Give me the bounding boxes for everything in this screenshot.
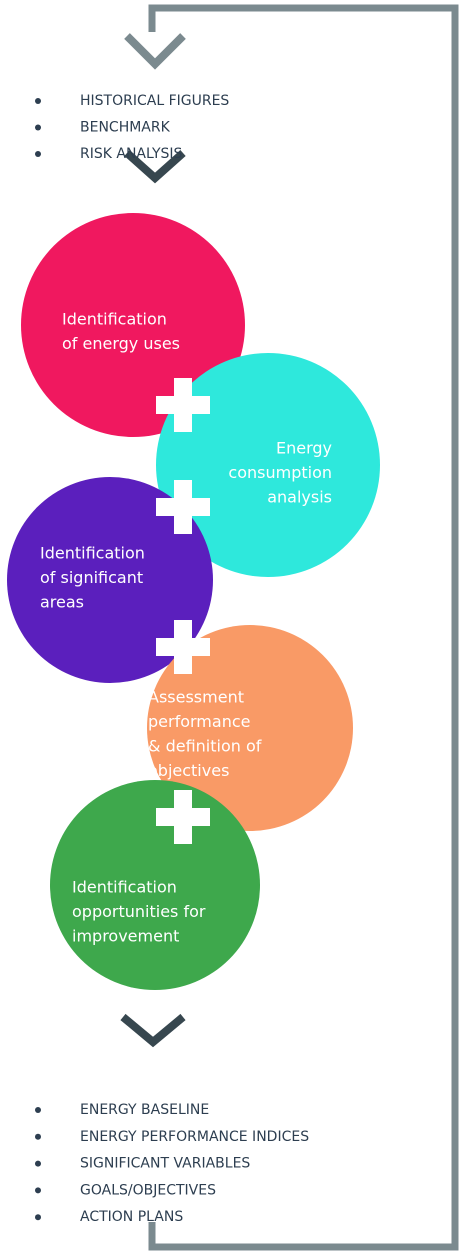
node-label: of significant xyxy=(40,568,143,587)
bullet xyxy=(35,98,41,104)
node-circle xyxy=(156,353,380,577)
node-label: opportunities for xyxy=(72,902,206,921)
node-label: Energy xyxy=(276,439,332,458)
bullet xyxy=(35,1160,41,1167)
bullet xyxy=(35,151,41,157)
list-item: GOALS/OBJECTIVES xyxy=(80,1182,216,1198)
list-item: BENCHMARK xyxy=(80,120,171,136)
node-label: Identification xyxy=(72,878,177,897)
bullet xyxy=(35,1133,41,1140)
node-circle xyxy=(147,625,353,831)
list-item: RISK ANALYSIS xyxy=(80,146,183,162)
list-item: ENERGY PERFORMANCE INDICES xyxy=(80,1129,309,1145)
plus-signs xyxy=(156,378,210,844)
node-label: consumption xyxy=(228,463,332,482)
feedback-loop xyxy=(148,4,459,1251)
bullet xyxy=(35,1214,41,1221)
node-circle xyxy=(50,780,260,990)
chevron xyxy=(120,1013,186,1048)
list-item: ACTION PLANS xyxy=(80,1209,183,1225)
node-label: areas xyxy=(40,593,84,612)
bullet xyxy=(35,1107,41,1113)
list-item: SIGNIFICANT VARIABLES xyxy=(80,1156,250,1172)
chevron xyxy=(124,33,186,70)
list-item: HISTORICAL FIGURES xyxy=(80,93,229,109)
node-label: & definition of xyxy=(148,737,262,756)
node-label: objectives xyxy=(148,761,229,780)
node-label: improvement xyxy=(72,927,179,946)
node-label: Assessment xyxy=(148,688,244,707)
bullet xyxy=(35,1187,41,1194)
node-label: of energy uses xyxy=(62,334,180,353)
chevron xyxy=(124,150,186,184)
bullet xyxy=(35,124,41,131)
node-circle xyxy=(7,477,213,683)
list-item: ENERGY BASELINE xyxy=(80,1102,209,1118)
node-label: Identification xyxy=(62,310,167,329)
node-label: performance xyxy=(148,712,250,731)
node-label: analysis xyxy=(267,488,332,507)
node-label: Identification xyxy=(40,544,145,563)
